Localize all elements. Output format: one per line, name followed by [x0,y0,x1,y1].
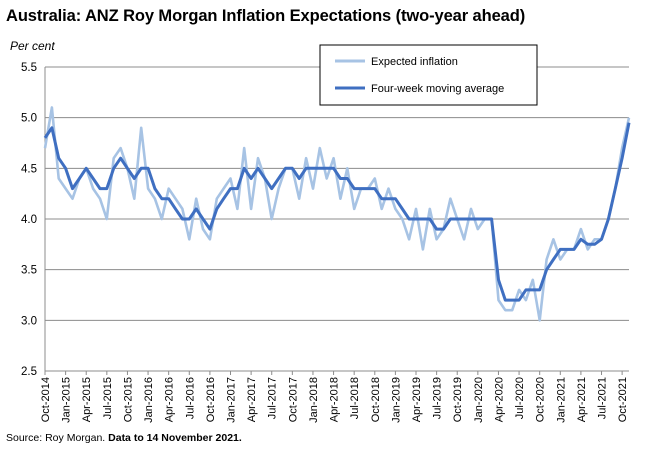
y-tick-label: 5.5 [21,62,37,74]
x-tick-label: Jan-2015 [61,377,73,423]
y-tick-label: 5.0 [21,113,37,125]
x-tick-label: Jan-2017 [226,377,238,423]
source-text: Source: Roy Morgan. [6,432,106,444]
x-tick-label: Jul-2017 [267,377,279,419]
x-tick-label: Apr-2016 [164,377,176,422]
legend: Expected inflation Four-week moving aver… [319,44,538,106]
x-tick-label: Oct-2017 [287,377,299,422]
y-tick-label: 3.0 [21,315,37,327]
x-tick-label: Oct-2014 [40,377,52,422]
series-line-moving-average [43,122,631,302]
x-tick-label: Oct-2016 [205,377,217,422]
x-tick-label: Jan-2016 [143,377,155,423]
x-tick-label: Jul-2018 [349,377,361,419]
x-tick-label: Jan-2020 [473,377,485,423]
x-axis-ticks: Oct-2014 Jan-2015 Apr-2015 Jul-2015 Oct-2015… [40,371,629,423]
x-tick-label: Jul-2016 [184,377,196,419]
x-tick-label: Oct-2020 [535,377,547,422]
x-tick-label: Jul-2020 [514,377,526,419]
y-tick-label: 2.5 [21,366,37,378]
series-line-expected-inflation [43,106,631,322]
x-tick-label: Oct-2018 [370,377,382,422]
x-tick-label: Apr-2021 [576,377,588,422]
x-tick-label: Oct-2015 [122,377,134,422]
x-tick-label: Jul-2019 [432,377,444,419]
x-tick-label: Jan-2019 [390,377,402,423]
x-tick-label: Oct-2019 [452,377,464,422]
source-data-date: Data to 14 November 2021. [108,432,242,444]
gridlines [44,66,629,372]
x-tick-label: Apr-2019 [411,377,423,422]
x-tick-label: Apr-2018 [329,377,341,422]
x-tick-label: Jul-2015 [102,377,114,419]
x-tick-label: Apr-2015 [81,377,93,422]
y-axis-label: Per cent [10,39,55,53]
x-tick-label: Jan-2018 [308,377,320,423]
series-lines [43,106,631,322]
x-tick-label: Jan-2021 [555,377,567,423]
x-tick-label: Apr-2020 [493,377,505,422]
legend-frame [319,44,538,106]
y-axis-ticks: 2.5 3.0 3.5 4.0 4.5 5.0 5.5 [21,62,37,378]
source-note: Source: Roy Morgan. Data to 14 November … [6,432,242,444]
legend-label-expected-inflation: Expected inflation [371,56,458,68]
x-tick-label: Jul-2021 [597,377,609,419]
x-tick-label: Oct-2021 [617,377,629,422]
y-tick-label: 4.5 [21,163,37,175]
legend-label-moving-average: Four-week moving average [371,83,504,95]
chart-title: Australia: ANZ Roy Morgan Inflation Expe… [6,7,526,25]
x-tick-label: Apr-2017 [246,377,258,422]
y-tick-label: 4.0 [21,214,37,226]
y-tick-label: 3.5 [21,265,37,277]
